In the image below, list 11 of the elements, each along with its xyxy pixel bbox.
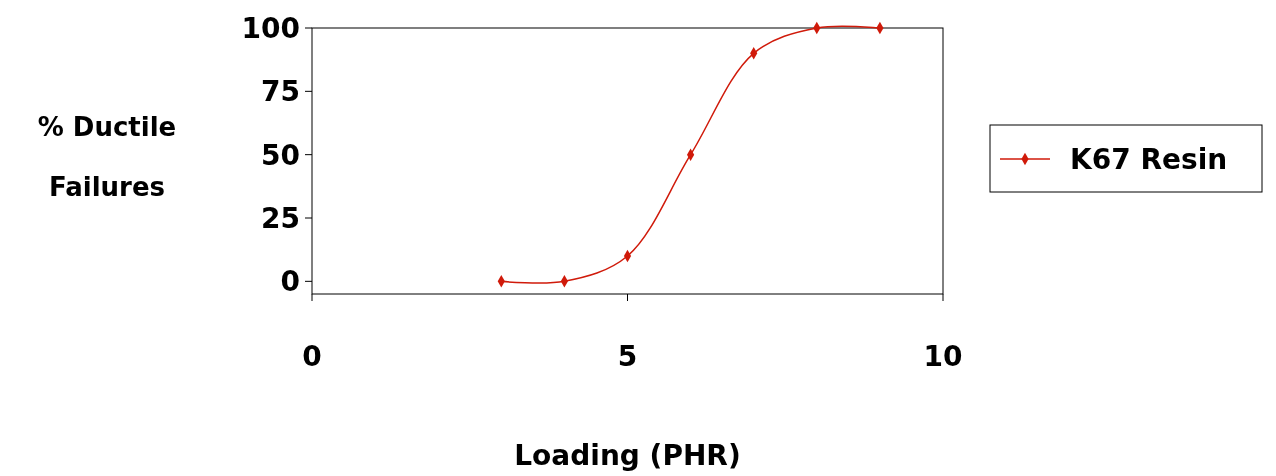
- x-tick-label: 10: [923, 340, 963, 373]
- y-tick-label: 50: [261, 138, 300, 172]
- x-axis-title: Loading (PHR): [514, 439, 741, 472]
- x-tick-label: 5: [617, 340, 638, 373]
- y-tick-label: 25: [261, 202, 300, 235]
- y-tick-label: 75: [261, 75, 300, 109]
- y-tick-label: 0: [280, 265, 300, 299]
- x-tick-label: 0: [302, 340, 322, 373]
- legend-label: K67 Resin: [1070, 143, 1228, 176]
- y-axis-title: % Ductile Failures: [37, 112, 177, 202]
- y-tick-label: 100: [241, 12, 300, 45]
